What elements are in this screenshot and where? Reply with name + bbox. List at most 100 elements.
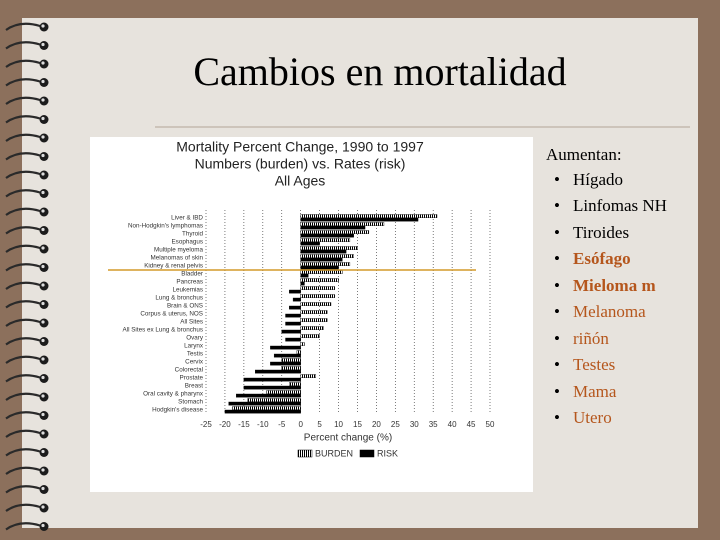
bar: [232, 406, 301, 410]
category-label: Esophagus: [171, 239, 203, 246]
x-tick-label: -10: [257, 420, 269, 429]
bar: [300, 214, 438, 218]
bar: [285, 321, 301, 326]
bar: [228, 401, 301, 406]
bar: [236, 393, 301, 398]
x-tick-label: 15: [353, 420, 362, 429]
chart-image: [90, 137, 533, 492]
chart-title: Mortality Percent Change, 1990 to 1997: [176, 139, 424, 155]
category-label: Corpus & uterus, NOS: [140, 311, 203, 318]
binding-hole-hi: [41, 24, 45, 28]
category-label: Ovary: [186, 335, 204, 342]
x-tick-label: 30: [410, 420, 419, 429]
binding-loop: [5, 78, 41, 87]
slide-title: Cambios en mortalidad: [193, 49, 566, 94]
binding-loop: [5, 318, 41, 327]
category-label: Leukemias: [173, 287, 203, 294]
binding-hole-hi: [41, 153, 45, 158]
bullet-item: Mama: [546, 381, 696, 403]
bullet-item: Hígado: [546, 169, 696, 191]
binding-hole-hi: [41, 338, 45, 343]
bullet-item: Linfomas NH: [546, 195, 696, 217]
category-label: Stomach: [178, 399, 203, 406]
legend-label: RISK: [377, 448, 398, 458]
binding-hole-hi: [41, 116, 45, 121]
bar: [300, 326, 324, 330]
binding-loop: [5, 522, 41, 531]
binding-hole-hi: [41, 283, 45, 287]
category-label: Breast: [185, 383, 203, 390]
x-tick-label: 45: [467, 420, 476, 429]
category-label: Bladder: [181, 271, 203, 278]
bar: [270, 361, 301, 366]
legend-swatch: [297, 449, 313, 458]
category-label: Non-Hodgkin's lymphomas: [128, 223, 203, 230]
bar: [300, 225, 366, 230]
bar: [243, 385, 301, 390]
bar: [281, 366, 301, 370]
bar: [296, 350, 301, 354]
bar: [285, 313, 301, 318]
bar: [300, 265, 339, 270]
binding-hole-hi: [41, 42, 45, 47]
x-axis-label: Percent change (%): [304, 433, 392, 444]
bar: [300, 230, 370, 234]
binding-hole-hi: [41, 79, 45, 84]
bar: [300, 217, 419, 222]
binding-hole-hi: [41, 505, 45, 509]
binding-loop: [5, 337, 41, 346]
binding-hole-hi: [41, 412, 45, 417]
x-tick-label: 50: [486, 420, 495, 429]
bar: [300, 262, 351, 266]
binding-loop: [5, 59, 41, 68]
binding-loop: [5, 152, 41, 161]
bullet-text: Mieloma m: [573, 275, 656, 295]
bar: [300, 270, 343, 274]
bar: [285, 337, 301, 342]
binding-loop: [5, 41, 41, 50]
x-tick-label: 25: [391, 420, 400, 429]
binding-loop: [5, 485, 41, 494]
binding-hole-hi: [41, 301, 45, 306]
bullet-text: Hígado: [573, 169, 624, 189]
category-label: Colorectal: [175, 367, 203, 374]
x-tick-label: 5: [317, 420, 322, 429]
bar: [300, 342, 305, 346]
binding-hole-hi: [41, 61, 45, 65]
category-label: Cervix: [185, 359, 204, 366]
x-tick-label: -25: [200, 420, 212, 429]
bar: [300, 249, 347, 254]
binding-hole-hi: [41, 209, 45, 213]
bar: [300, 286, 335, 290]
list-heading: Aumentan:: [546, 145, 622, 164]
binding-hole-hi: [41, 190, 45, 195]
category-label: Kidney & renal pelvis: [144, 263, 203, 270]
category-label: Lung & bronchus: [155, 295, 203, 302]
bar: [289, 289, 301, 294]
bullet-item: Utero: [546, 407, 696, 429]
bar: [300, 257, 343, 262]
bullet-text: Tiroides: [573, 222, 630, 242]
bar: [224, 409, 301, 414]
category-label: Melanomas of skin: [151, 255, 204, 262]
x-tick-label: 10: [334, 420, 343, 429]
bar: [289, 305, 301, 310]
bar: [300, 281, 305, 286]
binding-loop: [5, 22, 41, 31]
binding-hole-hi: [41, 431, 45, 435]
bar: [273, 353, 301, 358]
binding-loop: [5, 133, 41, 142]
legend-swatch: [359, 449, 375, 458]
category-label: Testis: [187, 351, 203, 358]
binding-loop: [5, 207, 41, 216]
category-label: All Sites ex Lung & bronchus: [122, 327, 203, 334]
bullet-item: Testes: [546, 354, 696, 376]
bar: [300, 273, 309, 278]
bar: [255, 369, 301, 374]
binding-loop: [5, 355, 41, 364]
x-tick-label: -5: [278, 420, 286, 429]
binding-hole-hi: [41, 357, 45, 361]
bullet-text: Esófago: [573, 249, 631, 268]
bar: [289, 382, 301, 386]
